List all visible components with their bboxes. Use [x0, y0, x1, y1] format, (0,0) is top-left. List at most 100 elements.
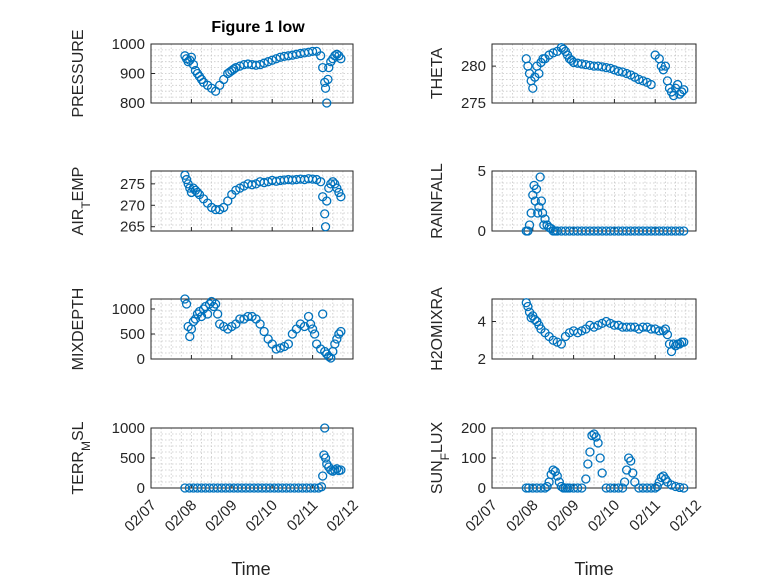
data-point [316, 482, 327, 492]
data-point [585, 447, 595, 457]
data-point [539, 220, 549, 230]
data-point [552, 471, 562, 481]
y-tick-label: 4 [478, 314, 486, 331]
x-tick-label: 02/12 [323, 497, 362, 536]
data-point [605, 63, 615, 73]
data-point [613, 66, 624, 76]
data-point [595, 453, 605, 463]
data-point [672, 79, 683, 90]
x-tick-label: 02/09 [544, 497, 583, 536]
data-point [617, 67, 628, 77]
data-point [318, 309, 328, 319]
data-point [638, 76, 648, 86]
figure-title: Figure 1 low [211, 19, 305, 36]
y-tick-label: 1000 [112, 301, 145, 318]
data-point [621, 68, 632, 79]
data-point [192, 187, 203, 198]
data-point [591, 432, 601, 442]
axes-border [491, 298, 697, 360]
data-point [307, 174, 318, 184]
y-tick-label: 2 [478, 351, 486, 368]
data-point [646, 79, 656, 90]
data-point [181, 174, 192, 185]
data-point [677, 87, 687, 97]
y-tick-label: 275 [120, 176, 145, 193]
x-tick-label: 02/12 [666, 497, 705, 536]
x-tick-label: 02/11 [626, 497, 664, 535]
data-point [531, 184, 542, 194]
data-point [328, 177, 338, 187]
data-point [583, 459, 593, 469]
data-point [679, 337, 689, 347]
data-point [542, 481, 552, 492]
data-point [334, 329, 344, 339]
data-point [626, 456, 636, 466]
data-point [556, 339, 567, 349]
y-axis-label: MIXDEPTH [70, 288, 87, 371]
data-point [299, 321, 310, 332]
data-point [326, 179, 336, 189]
x-tick-label: 02/08 [503, 497, 542, 536]
data-point [271, 54, 281, 64]
data-point [535, 172, 545, 182]
data-point [675, 482, 685, 493]
x-tick-label: 02/11 [284, 497, 322, 535]
data-point [597, 468, 607, 478]
data-point [255, 60, 265, 70]
y-tick-label: 280 [461, 58, 486, 75]
data-point [235, 314, 245, 324]
y-axis-label: SUNFLUX [429, 422, 452, 495]
data-point [323, 74, 333, 85]
data-point [316, 177, 326, 187]
data-point [573, 483, 583, 493]
y-tick-label: 200 [461, 420, 486, 437]
data-point [320, 453, 331, 463]
data-point [309, 329, 320, 339]
data-point [660, 324, 671, 334]
axes-border [150, 298, 354, 360]
x-tick-label: 02/10 [242, 497, 281, 536]
data-point [332, 334, 342, 344]
data-point [536, 483, 546, 493]
x-tick-label: 02/08 [162, 497, 201, 536]
data-point [526, 208, 536, 218]
data-point [336, 192, 346, 202]
data-point [666, 480, 677, 490]
y-tick-label: 270 [120, 197, 145, 214]
y-tick-label: 5 [478, 163, 486, 180]
data-point [263, 57, 273, 67]
data-point [320, 209, 330, 219]
y-tick-label: 900 [120, 66, 145, 83]
y-tick-label: 100 [461, 450, 486, 467]
data-point [523, 301, 533, 312]
x-tick-label: 02/10 [585, 497, 624, 536]
data-point [679, 85, 689, 95]
data-point [330, 179, 340, 189]
data-point [190, 314, 201, 324]
data-point [320, 77, 330, 87]
data-point [210, 299, 221, 309]
data-point [316, 51, 326, 61]
data-point [521, 483, 531, 493]
data-point [660, 61, 671, 71]
data-point [332, 183, 342, 193]
data-point [259, 326, 269, 337]
data-point [336, 465, 346, 475]
data-point [309, 483, 320, 493]
data-point [243, 311, 253, 322]
data-point [534, 68, 544, 79]
y-tick-label: 500 [120, 326, 145, 343]
data-point [275, 343, 285, 353]
y-axis-label: AIRTEMP [70, 167, 93, 236]
data-point [180, 170, 190, 180]
data-point [271, 344, 281, 354]
data-point [523, 226, 533, 236]
data-point [322, 196, 332, 206]
data-point [577, 483, 587, 493]
data-point [675, 226, 685, 236]
data-point [181, 299, 192, 309]
data-point [634, 74, 644, 85]
data-point [188, 316, 199, 327]
data-point [581, 474, 591, 484]
